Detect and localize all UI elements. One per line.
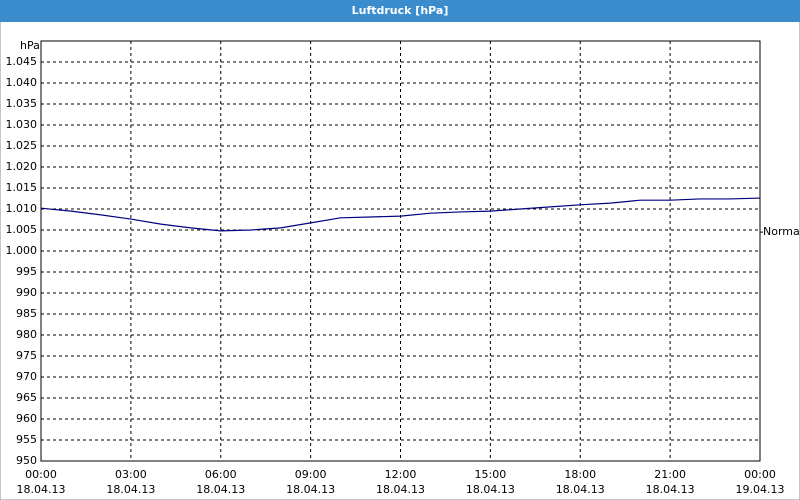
chart-title: Luftdruck [hPa]	[352, 4, 449, 17]
x-tick-date: 18.04.13	[466, 483, 515, 496]
x-tick-date: 18.04.13	[106, 483, 155, 496]
y-tick-label: 1.005	[6, 223, 38, 236]
x-tick-label: 06:00	[205, 468, 237, 481]
y-tick-label: 950	[16, 454, 37, 467]
y-tick-label: 1.015	[6, 181, 38, 194]
x-tick-date: 18.04.13	[286, 483, 335, 496]
y-tick-label: 1.025	[6, 139, 38, 152]
y-tick-label: 965	[16, 391, 37, 404]
x-tick-label: 15:00	[475, 468, 507, 481]
x-tick-label: 21:00	[654, 468, 686, 481]
y-tick-label: 1.020	[6, 160, 38, 173]
x-tick-date: 18.04.13	[646, 483, 695, 496]
x-tick-label: 00:00	[744, 468, 776, 481]
x-tick-label: 00:00	[25, 468, 57, 481]
y-tick-label: 1.010	[6, 202, 38, 215]
x-tick-label: 12:00	[385, 468, 417, 481]
annotation: Normal	[763, 225, 800, 238]
y-tick-label: 970	[16, 370, 37, 383]
x-tick-date: 18.04.13	[376, 483, 425, 496]
x-tick-label: 09:00	[295, 468, 327, 481]
y-tick-label: 990	[16, 286, 37, 299]
data-line	[40, 197, 761, 232]
y-axis-label: hPa	[20, 39, 40, 52]
x-tick-label: 03:00	[115, 468, 147, 481]
y-tick-label: 975	[16, 349, 37, 362]
y-tick-label: 985	[16, 307, 37, 320]
y-tick-label: 1.000	[6, 244, 38, 257]
title-bar	[0, 0, 800, 22]
x-tick-date: 18.04.13	[196, 483, 245, 496]
y-tick-label: 1.040	[6, 76, 38, 89]
y-tick-label: 960	[16, 412, 37, 425]
x-tick-date: 18.04.13	[556, 483, 605, 496]
y-tick-label: 980	[16, 328, 37, 341]
y-tick-label: 1.030	[6, 118, 38, 131]
x-tick-label: 18:00	[564, 468, 596, 481]
y-tick-label: 995	[16, 265, 37, 278]
y-tick-label: 1.045	[6, 55, 38, 68]
y-tick-label: 955	[16, 433, 37, 446]
x-tick-date: 18.04.13	[17, 483, 66, 496]
x-tick-date: 19.04.13	[736, 483, 785, 496]
y-tick-label: 1.035	[6, 97, 38, 110]
